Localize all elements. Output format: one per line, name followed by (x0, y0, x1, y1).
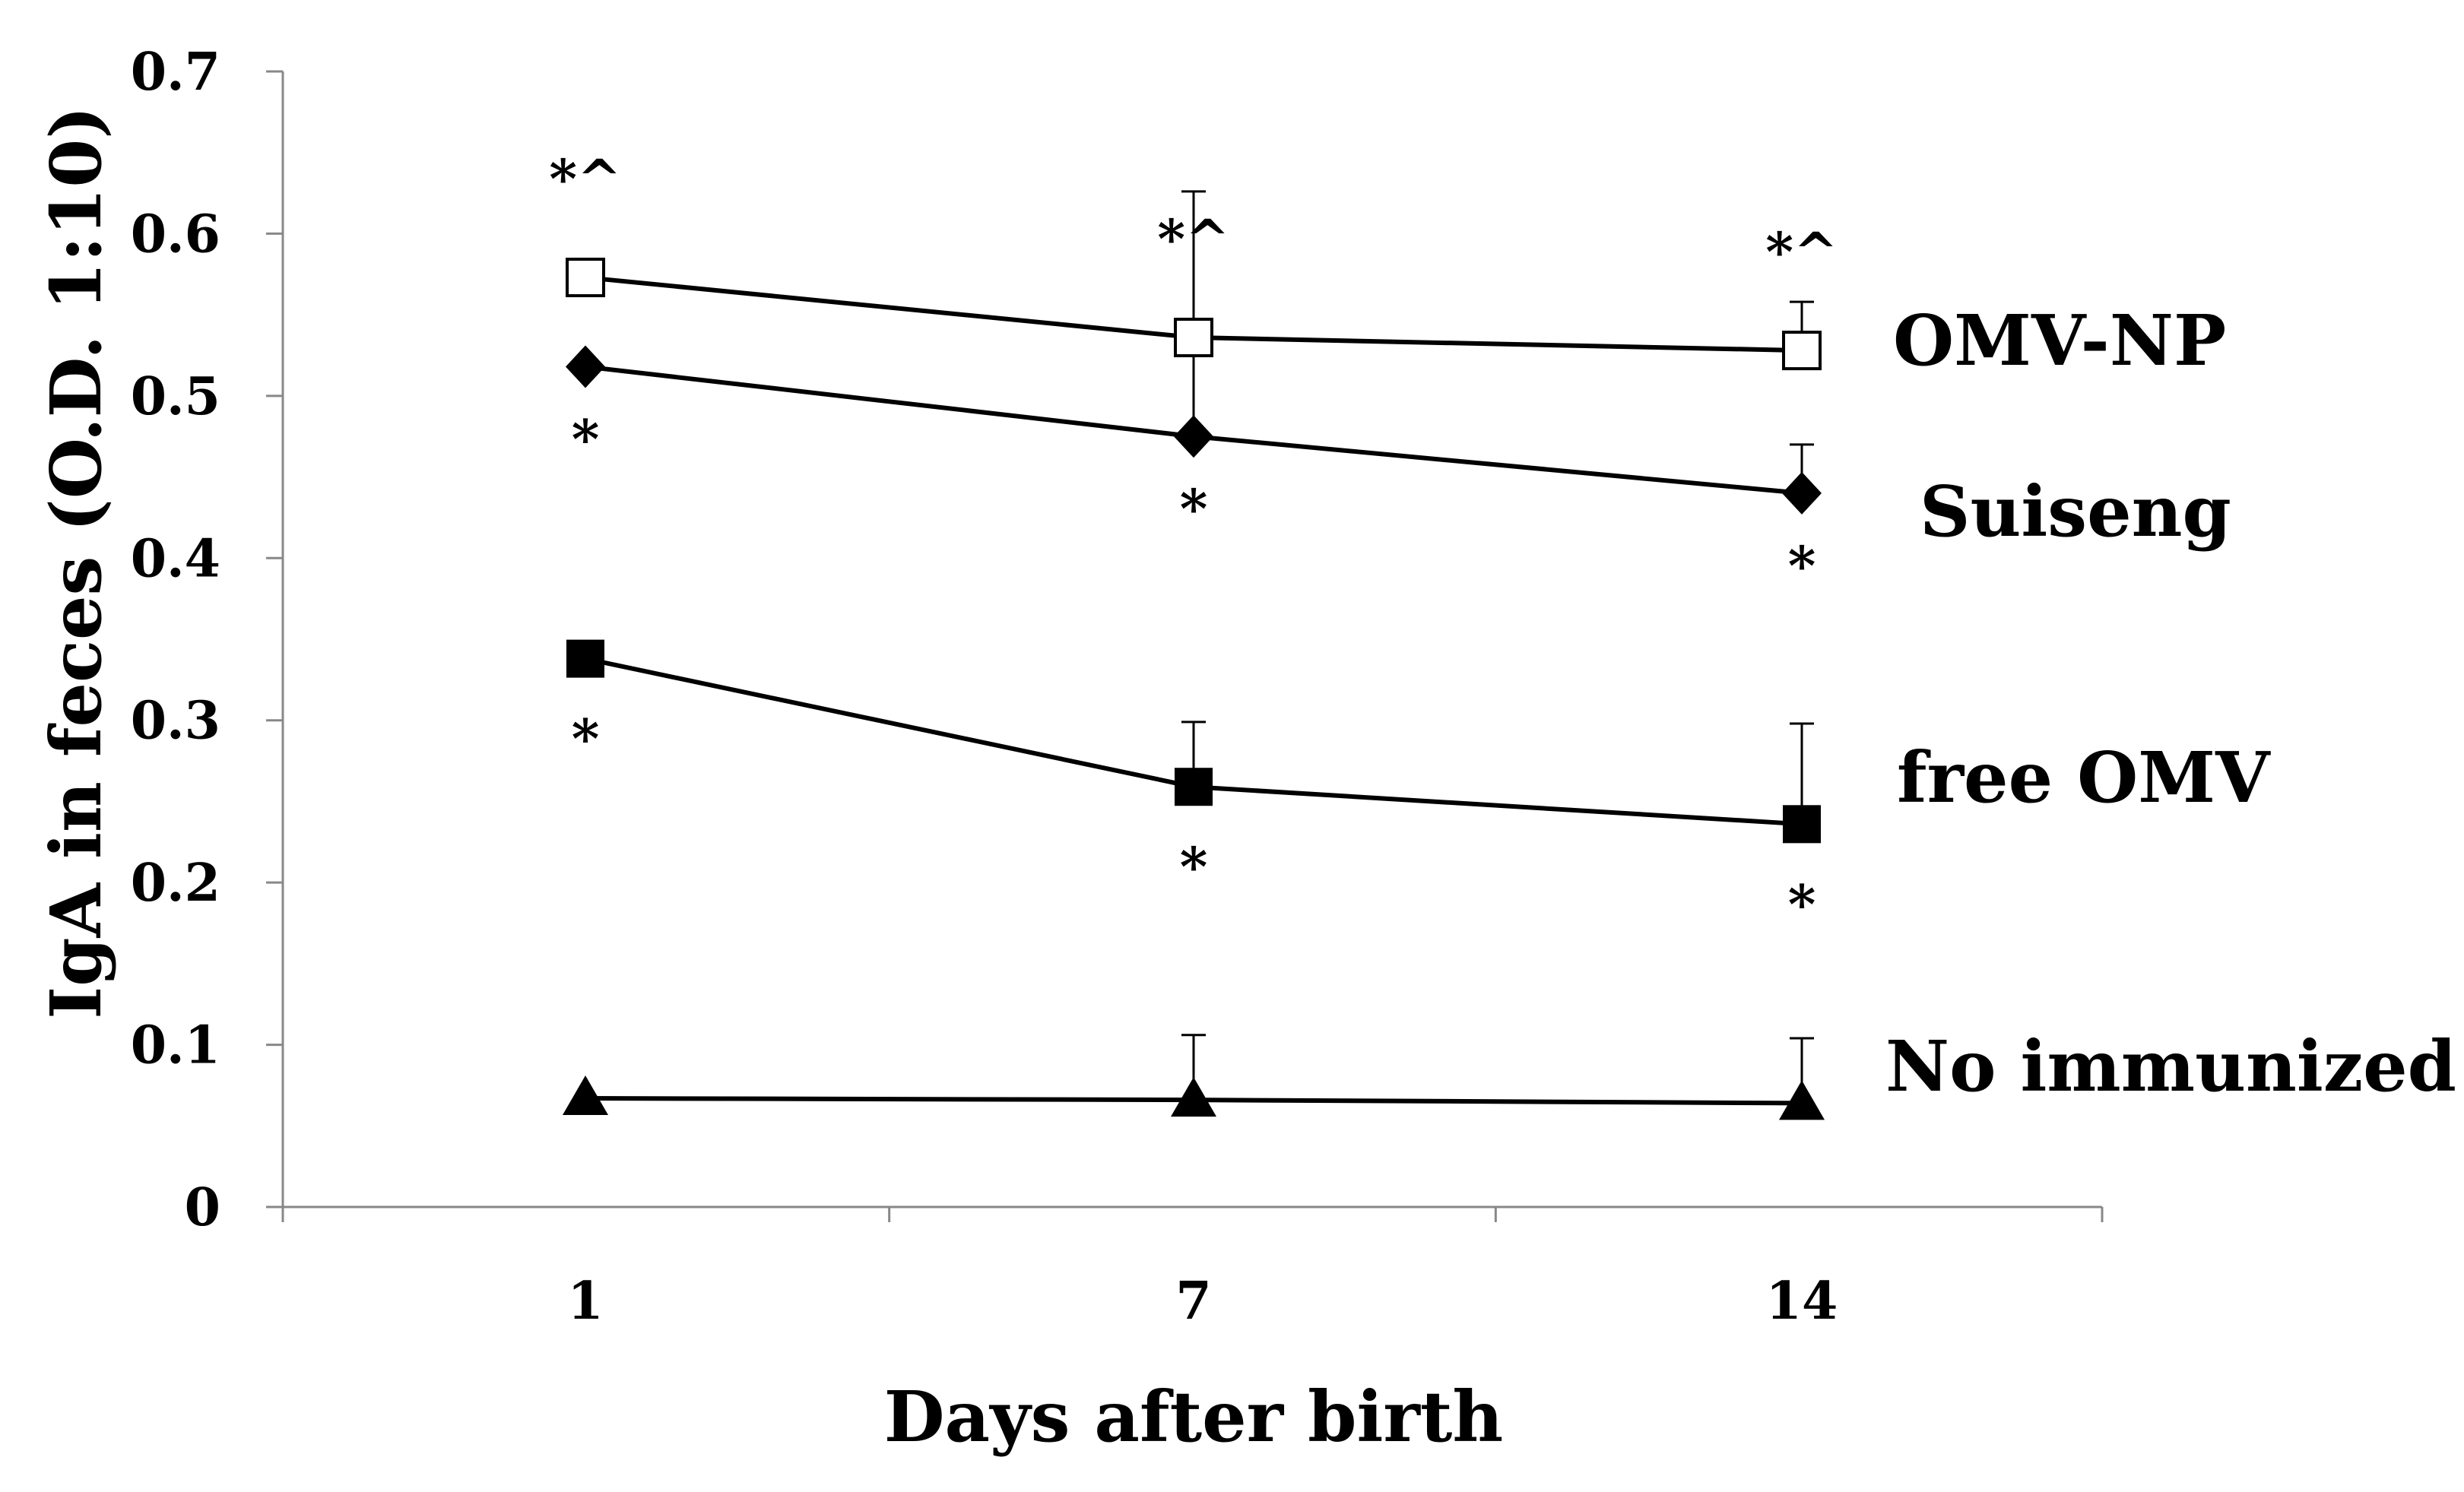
significance-mark-omv-np: *^ (1765, 220, 1838, 284)
y-tick-label: 0.3 (131, 691, 220, 752)
series-label-omv-np: OMV-NP (1893, 299, 2226, 382)
point-suiseng (1174, 415, 1213, 458)
x-tick-label: 7 (1175, 1271, 1211, 1332)
error-bars (1181, 190, 1814, 1104)
point-no-immunized (563, 1075, 608, 1116)
significance-mark-suiseng: * (1788, 534, 1816, 597)
x-tick-label: 1 (567, 1271, 603, 1332)
y-axis-title: IgA in feces (O.D. 1:10) (35, 106, 117, 1019)
point-free-omv (1783, 805, 1821, 844)
y-tick-label: 0 (185, 1177, 220, 1238)
significance-marks: *^ *^ *^ * * * * * * (549, 147, 1838, 936)
point-suiseng (566, 345, 605, 388)
point-free-omv (566, 639, 604, 678)
y-tick-label: 0.1 (131, 1015, 220, 1076)
point-omv-np (1782, 331, 1822, 371)
series-labels: OMV-NP Suiseng free OMV No immunized (1885, 299, 2456, 1107)
significance-mark-suiseng: * (1180, 477, 1208, 540)
series-label-suiseng: Suiseng (1920, 470, 2231, 553)
y-tick-label: 0.4 (131, 528, 220, 589)
point-omv-np (1174, 318, 1213, 358)
point-omv-np (566, 258, 605, 298)
point-free-omv (1175, 768, 1213, 806)
y-tick-label: 0.6 (131, 204, 220, 265)
series-label-free-omv: free OMV (1897, 736, 2271, 819)
x-axis-title: Days after birth (884, 1376, 1504, 1458)
significance-mark-suiseng: * (572, 407, 600, 470)
axes: 0 0.1 0.2 0.3 0.4 0.5 0.6 0.7 1 7 14 (131, 42, 2104, 1332)
significance-mark-free-omv: * (1788, 873, 1816, 936)
significance-mark-omv-np: *^ (1157, 207, 1229, 271)
point-suiseng (1782, 471, 1822, 515)
series-label-no-immunized: No immunized (1885, 1025, 2456, 1107)
significance-mark-omv-np: *^ (549, 147, 621, 211)
y-tick-label: 0.5 (131, 366, 220, 427)
point-no-immunized (1171, 1077, 1216, 1117)
x-tick-label: 14 (1766, 1271, 1838, 1332)
point-no-immunized (1779, 1080, 1825, 1120)
y-tick-label: 0.2 (131, 853, 220, 914)
significance-mark-free-omv: * (572, 708, 600, 771)
series-markers (563, 258, 1825, 1120)
significance-mark-free-omv: * (1180, 835, 1208, 898)
y-tick-label: 0.7 (131, 42, 220, 103)
